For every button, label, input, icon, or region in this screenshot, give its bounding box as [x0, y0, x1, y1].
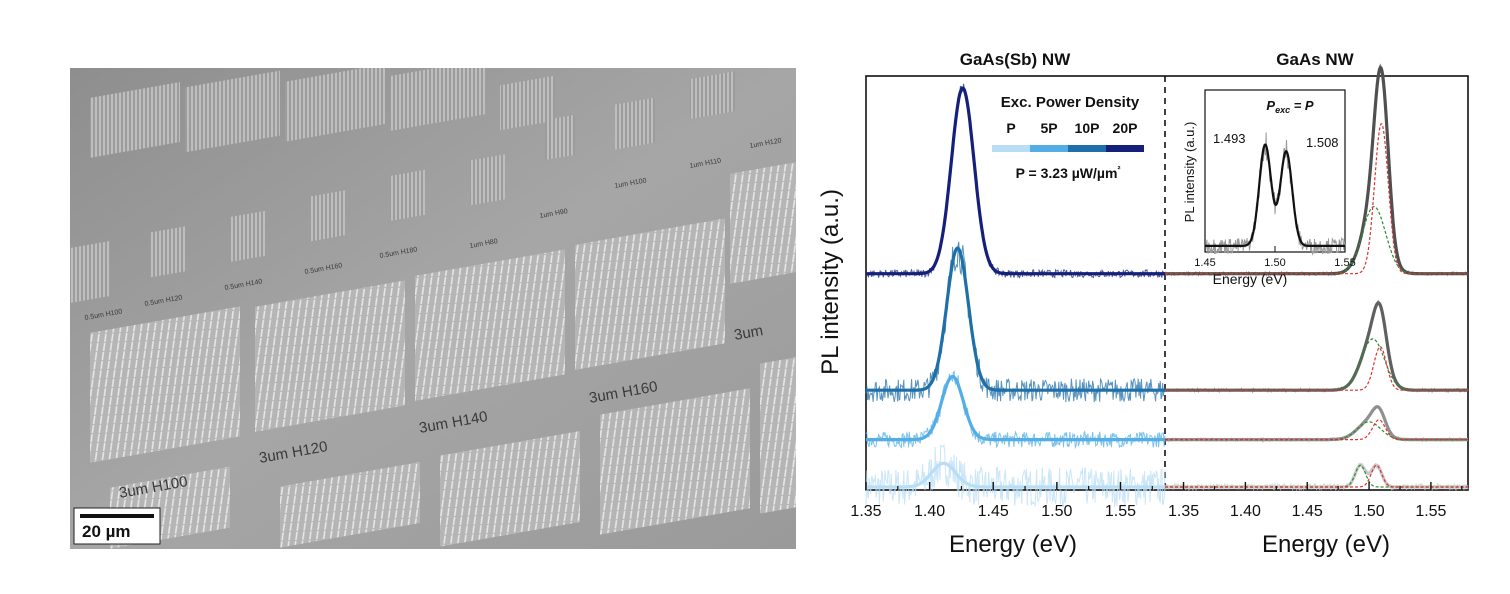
nanowire-array	[690, 71, 735, 120]
series-fit-P	[866, 461, 1165, 489]
nanowire-array	[90, 82, 180, 158]
nanowire-array	[575, 218, 725, 370]
series-component-10P	[1165, 346, 1468, 391]
legend-entry-label: 20P	[1113, 120, 1138, 136]
sem-label: 1um H90	[539, 208, 568, 220]
x-axis-label-left: Energy (eV)	[949, 531, 1077, 558]
legend-swatch	[1106, 145, 1144, 152]
inset-peak-label-2: 1.508	[1306, 135, 1339, 150]
legend-title: Exc. Power Density	[1001, 94, 1140, 111]
sem-label: 3um	[733, 322, 765, 344]
nanowire-array	[90, 306, 240, 463]
legend-entry-label: P	[1006, 120, 1015, 136]
nanowire-array	[280, 461, 420, 548]
series-component-P	[1165, 464, 1468, 488]
legend: Exc. Power Density P 5P 10P 20P P = 3.23 µW…	[992, 94, 1144, 181]
nanowire-array	[390, 169, 425, 221]
x-tick-label: 1.55	[1105, 503, 1136, 520]
series-fit-10P	[1165, 301, 1468, 392]
nanowire-array	[470, 154, 505, 206]
nanowire-array	[390, 68, 485, 131]
scale-bar-label: 20 µm	[82, 522, 131, 541]
inset-raw	[1204, 132, 1346, 256]
panel-title-gaassb: GaAs(Sb) NW	[960, 50, 1071, 69]
y-axis-label: PL intensity (a.u.)	[817, 189, 844, 375]
x-tick-label: 1.35	[1168, 503, 1199, 520]
x-axis-label-right: Energy (eV)	[1262, 531, 1390, 558]
nanowire-array	[730, 162, 796, 284]
legend-swatch	[1068, 145, 1106, 152]
series-raw-5P	[865, 370, 1166, 450]
nanowire-array	[615, 97, 655, 150]
nanowire-array	[760, 357, 796, 514]
nanowire-array	[500, 75, 555, 131]
legend-entry-label: 10P	[1075, 120, 1100, 136]
plot-frame	[865, 75, 1469, 491]
series-fit-5P	[866, 374, 1165, 442]
legend-swatch	[1030, 145, 1068, 152]
nanowire-array	[255, 280, 405, 432]
legend-note: P = 3.23 µW/µm²	[1016, 164, 1121, 181]
nanowire-array	[415, 249, 565, 401]
series-component-20P	[1165, 123, 1468, 275]
inset-x-tick-label: 1.55	[1334, 257, 1355, 269]
x-tick-label: 1.45	[1292, 503, 1323, 520]
inset-peak-label-1: 1.493	[1213, 131, 1246, 146]
inset: 1.45 1.50 1.55 Pexc = P 1.493 1.508 PL int…	[1182, 89, 1356, 287]
nanowire-array	[310, 190, 345, 242]
x-tick-label: 1.55	[1415, 503, 1446, 520]
legend-entry-label: 5P	[1040, 120, 1057, 136]
inset-x-tick-label: 1.45	[1194, 257, 1215, 269]
nanowire-array	[600, 388, 750, 535]
nanowire-array	[285, 68, 385, 142]
series-raw-10P	[1164, 299, 1469, 394]
series-fit-20P	[866, 86, 1165, 276]
series-component-5P	[1165, 421, 1468, 441]
nanowire-array	[150, 226, 185, 278]
nanowire-array	[70, 240, 110, 303]
series-component-5P	[1165, 419, 1468, 441]
panel-title-gaas: GaAs NW	[1276, 50, 1354, 69]
x-tick-label: 1.50	[1041, 503, 1072, 520]
sem-label: 1um H80	[469, 238, 498, 250]
nanowire-array	[230, 210, 265, 262]
series-raw-10P	[865, 241, 1166, 403]
series-raw-P	[865, 443, 1166, 508]
x-tick-label: 1.40	[1230, 503, 1261, 520]
inset-fit	[1205, 143, 1345, 247]
inset-x-tick-label: 1.50	[1264, 257, 1285, 269]
x-tick-label: 1.45	[978, 503, 1009, 520]
legend-swatch	[992, 145, 1030, 152]
x-tick-label: 1.50	[1353, 503, 1384, 520]
x-tick-label: 1.40	[914, 503, 945, 520]
inset-title: Pexc = P	[1266, 98, 1314, 115]
series-fit-10P	[866, 246, 1165, 392]
nanowire-array	[545, 114, 575, 161]
inset-y-label: PL intensity (a.u.)	[1182, 122, 1197, 223]
x-tick-label: 1.35	[850, 503, 881, 520]
series-component-10P	[1165, 338, 1468, 391]
nanowire-array	[440, 430, 580, 547]
series-fit-5P	[1165, 405, 1468, 442]
inset-frame	[1204, 89, 1346, 253]
nanowire-array	[185, 70, 280, 153]
series-raw-5P	[1164, 406, 1469, 443]
inset-x-label: Energy (eV)	[1213, 271, 1288, 287]
